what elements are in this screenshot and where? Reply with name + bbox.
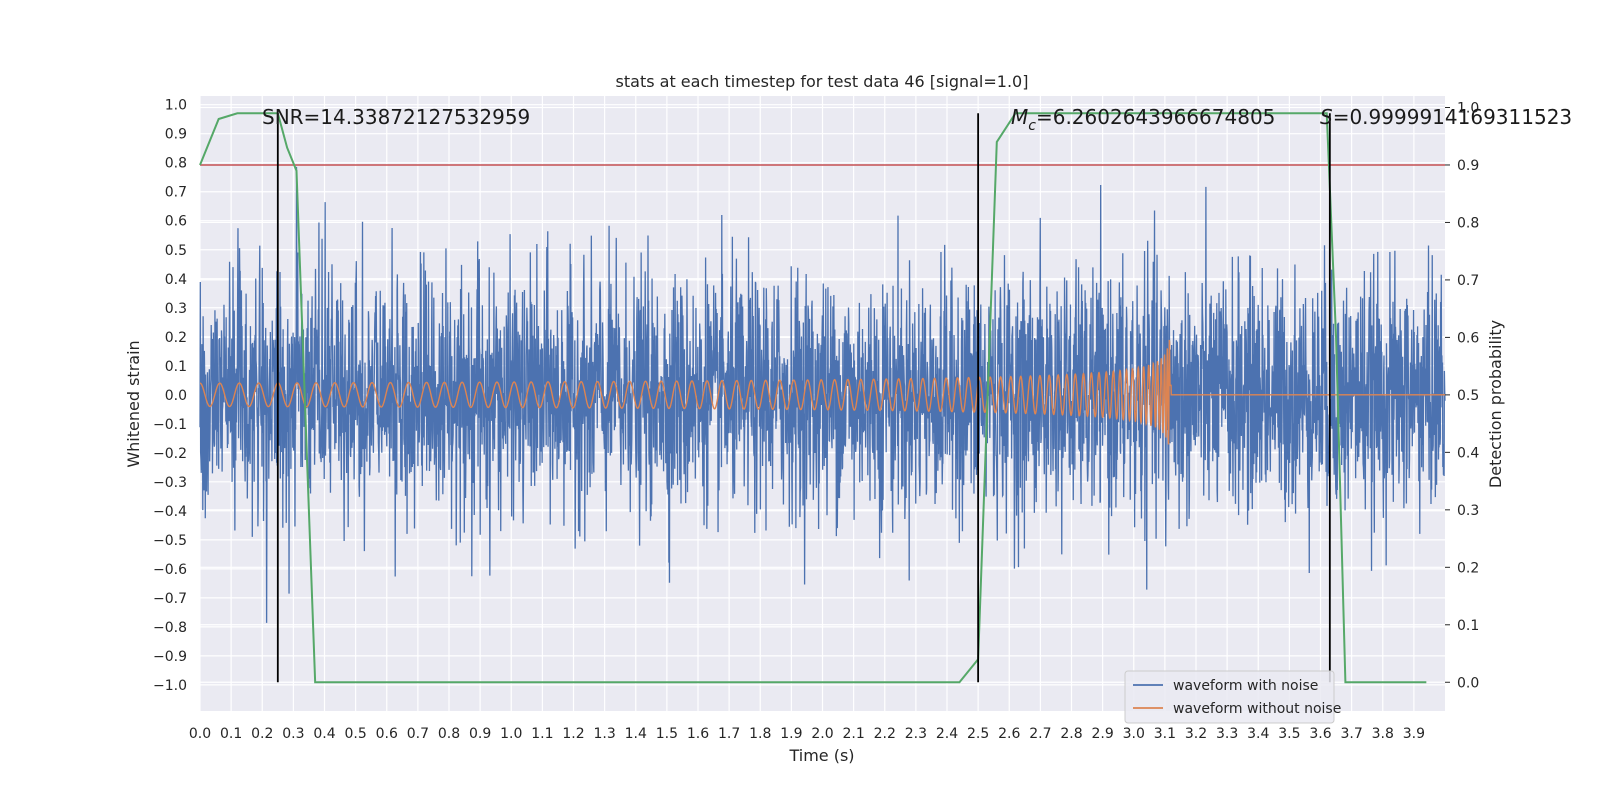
x-tick-label: 0.5	[344, 726, 366, 742]
chirp-mass-annotation: Mc=6.2602643966674805	[1011, 105, 1275, 134]
legend: waveform with noise waveform without noi…	[1124, 670, 1341, 724]
y-tick-label: 0.8	[165, 156, 187, 172]
y-tick-label: −1.0	[153, 678, 187, 694]
x-tick-label: 2.7	[1029, 726, 1051, 742]
x-tick-label: 2.0	[811, 726, 833, 742]
s-symbol: S	[1320, 105, 1333, 129]
x-tick-label: 0.4	[313, 726, 335, 742]
y-tick-label: −0.1	[153, 417, 187, 433]
x-tick-label: 2.8	[1060, 726, 1082, 742]
y-tick-label: 0.6	[165, 214, 187, 230]
y2-tick-label: 0.7	[1457, 273, 1479, 289]
x-tick-label: 1.8	[749, 726, 771, 742]
x-tick-label: 0.8	[438, 726, 460, 742]
x-tick-label: 3.3	[1216, 726, 1238, 742]
series-waveform-with-noise	[199, 166, 1446, 623]
x-tick-label: 3.9	[1403, 726, 1425, 742]
snr-annotation: SNR=14.33872127532959	[262, 105, 530, 129]
y-tick-label: 0.7	[165, 185, 187, 201]
x-tick-label: 1.6	[687, 726, 709, 742]
x-tick-label: 3.7	[1340, 726, 1362, 742]
legend-label-clean: waveform without noise	[1173, 701, 1341, 717]
y2-tick-label: 0.4	[1457, 445, 1479, 461]
series-detection-probability	[199, 112, 1445, 684]
x-tick-label: 0.0	[189, 726, 211, 742]
y-tick-label: −0.7	[153, 591, 187, 607]
y2-tick-label: 0.2	[1457, 560, 1479, 576]
x-tick-label: 2.3	[905, 726, 927, 742]
y-tick-label: −0.6	[153, 562, 187, 578]
y-tick-label: 0.9	[165, 127, 187, 143]
y2-tick-label: 0.0	[1457, 675, 1479, 691]
x-axis-label: Time (s)	[788, 746, 854, 765]
x-tick-label: 1.7	[718, 726, 740, 742]
x-tick-label: 1.4	[625, 726, 647, 742]
x-tick-label: 2.4	[936, 726, 958, 742]
y-tick-label: −0.9	[153, 649, 187, 665]
y2-axis-label: Detection probability	[1486, 320, 1505, 488]
y-tick-label: −0.2	[153, 446, 187, 462]
y-tick-label: 0.4	[165, 272, 187, 288]
y2-tick-label: 0.8	[1457, 215, 1479, 231]
x-tick-label: 2.1	[842, 726, 864, 742]
y-tick-label: −0.3	[153, 475, 187, 491]
x-tick-label: 1.3	[593, 726, 615, 742]
s-annotation: S=0.9999914169311523	[1320, 105, 1572, 129]
y2-axis-ticks: 1.0 0.9 0.8 0.7 0.6 0.5 0.4 0.3 0.2 0.1 0.0	[1445, 100, 1479, 691]
chirp-mass-subscript: c	[1028, 118, 1036, 134]
y-tick-label: 0.0	[165, 388, 187, 404]
y-axis-ticks: 1.0 0.9 0.8 0.7 0.6 0.5 0.4 0.3 0.2 0.1 0.0 −0.1 −0.…	[153, 98, 187, 694]
x-tick-label: 2.5	[967, 726, 989, 742]
s-value: =0.9999914169311523	[1333, 105, 1572, 129]
y2-tick-label: 0.6	[1457, 330, 1479, 346]
legend-label-noise: waveform with noise	[1173, 678, 1318, 694]
x-axis-ticks: 0.0 0.1 0.2 0.3 0.4 0.5 0.6 0.7 0.8 0.9 1.0 1.1 1.2 1…	[189, 726, 1425, 742]
y-tick-label: 0.3	[165, 301, 187, 317]
detection-probability-line	[199, 112, 1427, 684]
y-axis-label: Whitened strain	[124, 340, 143, 467]
y-tick-label: 1.0	[165, 98, 187, 114]
legend-box	[1124, 670, 1335, 724]
x-tick-label: 2.2	[874, 726, 896, 742]
y2-tick-label: 1.0	[1457, 100, 1479, 116]
x-tick-label: 0.7	[407, 726, 429, 742]
x-tick-label: 0.2	[251, 726, 273, 742]
y2-tick-label: 0.1	[1457, 618, 1479, 634]
y2-tick-label: 0.9	[1457, 158, 1479, 174]
x-tick-label: 0.1	[220, 726, 242, 742]
x-tick-label: 3.5	[1278, 726, 1300, 742]
y2-tick-label: 0.5	[1457, 388, 1479, 404]
x-tick-label: 1.0	[500, 726, 522, 742]
y-tick-label: 0.1	[165, 359, 187, 375]
noise-waveform-line	[199, 166, 1446, 623]
x-tick-label: 3.2	[1185, 726, 1207, 742]
x-tick-label: 1.5	[656, 726, 678, 742]
y-tick-label: −0.8	[153, 620, 187, 636]
x-tick-label: 0.9	[469, 726, 491, 742]
x-tick-label: 3.8	[1372, 726, 1394, 742]
x-tick-label: 0.3	[282, 726, 304, 742]
chirp-mass-symbol: M	[1011, 105, 1028, 129]
y-tick-label: 0.2	[165, 330, 187, 346]
x-tick-label: 3.4	[1247, 726, 1269, 742]
x-tick-label: 2.6	[998, 726, 1020, 742]
series-waveform-without-noise	[199, 339, 1445, 445]
vertical-markers	[276, 113, 1331, 683]
y2-tick-label: 0.3	[1457, 503, 1479, 519]
x-tick-label: 2.9	[1091, 726, 1113, 742]
x-tick-label: 3.1	[1154, 726, 1176, 742]
x-tick-label: 0.6	[376, 726, 398, 742]
x-tick-label: 3.0	[1123, 726, 1145, 742]
clean-waveform-line	[199, 339, 1445, 445]
y-tick-label: 0.5	[165, 243, 187, 259]
chirp-mass-value: =6.2602643966674805	[1036, 105, 1275, 129]
y-tick-label: −0.4	[153, 504, 187, 520]
x-tick-label: 3.6	[1309, 726, 1331, 742]
chart-title: stats at each timestep for test data 46 …	[616, 72, 1029, 91]
y-tick-label: −0.5	[153, 533, 187, 549]
x-tick-label: 1.9	[780, 726, 802, 742]
x-tick-label: 1.1	[531, 726, 553, 742]
x-tick-label: 1.2	[562, 726, 584, 742]
